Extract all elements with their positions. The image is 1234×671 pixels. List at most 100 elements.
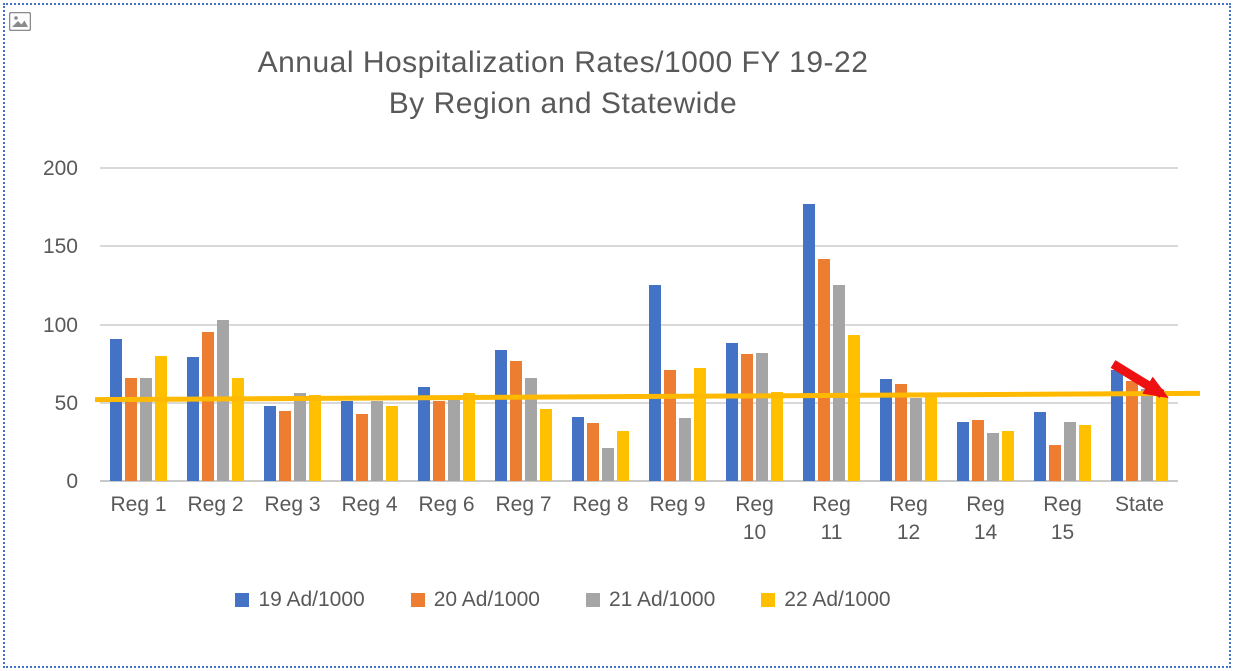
bar: [880, 379, 892, 481]
bar: [987, 432, 999, 481]
bar-group-state: [1101, 168, 1178, 481]
bar: [279, 410, 291, 481]
x-axis-label: Reg 12: [889, 493, 928, 544]
bar-group-reg-1: [100, 168, 177, 481]
legend-label: 21 Ad/1000: [609, 588, 716, 611]
bar: [187, 357, 199, 481]
bar: [1002, 430, 1014, 481]
legend-swatch: [586, 593, 600, 607]
x-axis-label: Reg 6: [418, 493, 475, 516]
legend-swatch: [761, 593, 776, 607]
bar: [1156, 393, 1168, 481]
bar: [756, 352, 768, 481]
bar: [925, 394, 937, 481]
bar: [833, 285, 845, 481]
bar: [972, 419, 984, 481]
legend: 19 Ad/1000 20 Ad/1000 21 Ad/1000 22 Ad/1000: [0, 588, 1126, 612]
bar-group-reg-10: [716, 168, 793, 481]
bar-group-reg-7: [485, 168, 562, 481]
bar: [448, 399, 460, 481]
bar: [1111, 369, 1123, 481]
bar: [617, 430, 629, 481]
x-axis-label: Reg 1: [110, 493, 167, 516]
gridline-150: [100, 245, 1178, 248]
bar: [386, 405, 398, 481]
bar: [155, 355, 167, 481]
bar: [957, 421, 969, 481]
bar-group-reg-2: [177, 168, 254, 481]
bar: [433, 401, 445, 481]
legend-item: 21 Ad/1000: [586, 588, 715, 612]
plot-area: [94, 167, 1201, 482]
bar: [418, 387, 430, 481]
bar: [540, 409, 552, 481]
bar: [895, 383, 907, 481]
y-axis-tick-label: 50: [54, 391, 78, 415]
x-axis-label: Reg 2: [187, 493, 244, 516]
chart-title: Annual Hospitalization Rates/1000 FY 19-…: [0, 42, 1126, 124]
bar: [495, 349, 507, 481]
x-axis-label: Reg 10: [735, 493, 774, 544]
bar: [110, 338, 122, 481]
bar: [1034, 412, 1046, 481]
bar: [309, 394, 321, 481]
y-axis-tick-label: 150: [42, 235, 78, 259]
x-axis-label: State: [1114, 493, 1165, 516]
bar: [356, 413, 368, 481]
bar: [341, 401, 353, 481]
y-axis-tick-label: 200: [42, 157, 78, 180]
bar: [202, 332, 214, 481]
legend-swatch: [235, 593, 250, 607]
bar-group-reg-14: [947, 168, 1024, 481]
bar: [664, 369, 676, 481]
x-axis-label: Reg 8: [572, 493, 629, 516]
bar: [371, 401, 383, 481]
bar-group-reg-6: [408, 168, 485, 481]
x-axis: Reg 1 Reg 2 Reg 3 Reg 4 Reg 6 Reg 7 Reg 8 Reg 9…: [100, 491, 1178, 547]
legend-item: 22 Ad/1000: [761, 588, 891, 612]
bar-group-reg-3: [254, 168, 331, 481]
bar-group-reg-8: [562, 168, 639, 481]
x-axis-label: Reg 15: [1043, 493, 1082, 544]
legend-item: 19 Ad/1000: [235, 588, 365, 612]
legend-swatch: [410, 593, 425, 607]
bar-group-reg-4: [331, 168, 408, 481]
bar: [649, 285, 661, 481]
bar: [803, 204, 815, 481]
bar: [602, 448, 614, 481]
bar: [910, 398, 922, 481]
bar: [741, 354, 753, 481]
bar: [726, 343, 738, 481]
y-axis-tick-label: 0: [66, 470, 78, 493]
bar-group-reg-12: [870, 168, 947, 481]
gridline-50: [100, 401, 1178, 404]
bar: [679, 418, 691, 481]
bar: [1064, 421, 1076, 481]
bar: [587, 423, 599, 481]
x-axis-label: Reg 4: [341, 493, 398, 516]
bar: [848, 335, 860, 481]
y-axis-tick-label: 100: [42, 313, 78, 337]
bar: [818, 258, 830, 481]
bar: [125, 377, 137, 481]
bar: [1079, 424, 1091, 481]
picture-icon[interactable]: [8, 11, 32, 32]
bar: [217, 319, 229, 481]
bar: [572, 416, 584, 481]
bar: [1141, 388, 1153, 481]
bar: [1049, 445, 1061, 481]
x-axis-label: Reg 3: [264, 493, 321, 516]
legend-label: 22 Ad/1000: [784, 588, 891, 611]
legend-label: 19 Ad/1000: [258, 588, 365, 611]
gridline-200: [100, 167, 1178, 169]
bar: [694, 368, 706, 481]
x-axis-label: Reg 14: [966, 493, 1005, 544]
bar: [264, 405, 276, 481]
bar: [140, 377, 152, 481]
legend-item: 20 Ad/1000: [410, 588, 540, 612]
bar-group-reg-11: [793, 168, 870, 481]
bar-group-reg-9: [639, 168, 716, 481]
bar: [1126, 380, 1138, 481]
bar: [771, 391, 783, 481]
